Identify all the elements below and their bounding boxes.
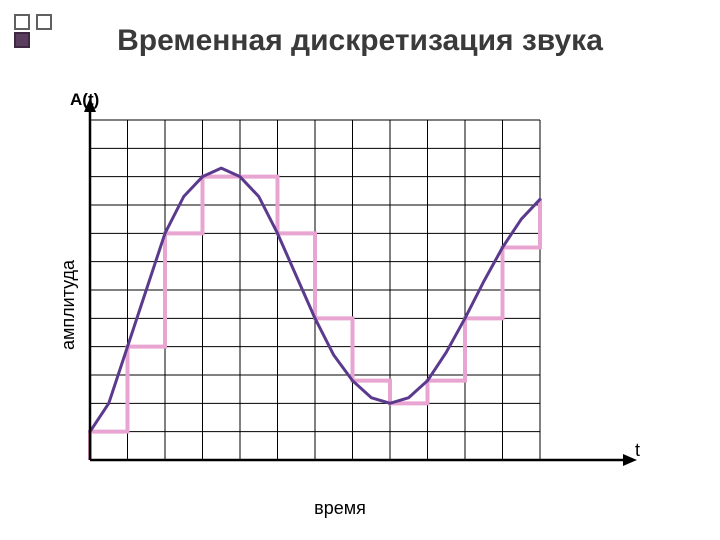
x-axis-label-right: t xyxy=(635,440,640,461)
y-axis-label-top: A(t) xyxy=(70,90,99,110)
page-title: Временная дискретизация звука xyxy=(0,24,720,58)
y-axis-label: амплитуда xyxy=(58,260,79,350)
chart-svg xyxy=(40,90,640,490)
discretization-chart: A(t) амплитуда t время xyxy=(40,90,640,495)
x-axis-label-bottom: время xyxy=(40,498,640,519)
